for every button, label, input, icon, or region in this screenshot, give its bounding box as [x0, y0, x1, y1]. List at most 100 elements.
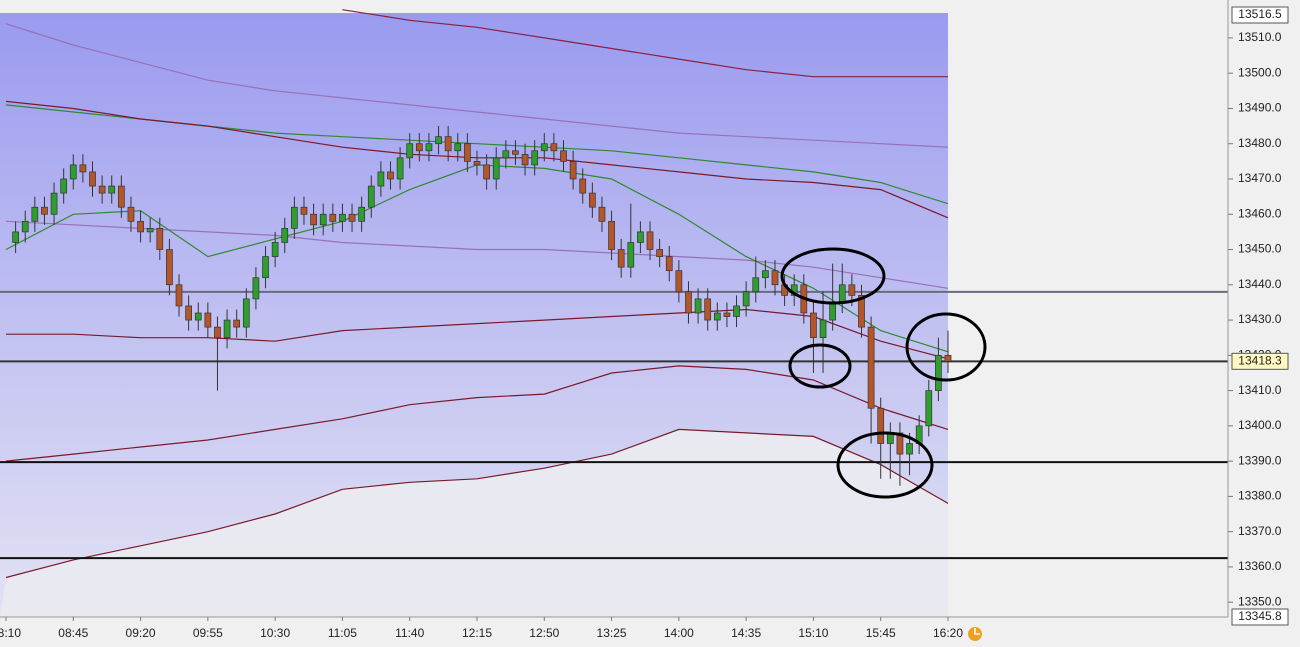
candle-body [502, 150, 510, 159]
candle-body [685, 291, 692, 314]
candle-body [598, 206, 606, 222]
candle-body [146, 228, 154, 233]
candle-body [60, 178, 68, 194]
candle-body [444, 136, 452, 152]
annotations [780, 247, 987, 499]
candle-body [492, 157, 500, 180]
x-tick-label: 16:20 [933, 626, 963, 640]
clock-hands [974, 628, 980, 635]
candle-body [41, 206, 48, 215]
candle-body [521, 153, 529, 166]
x-tick-label: 12:15 [462, 626, 492, 640]
candle-body [194, 312, 202, 321]
y-tick-label: 13460.0 [1238, 206, 1282, 220]
candle-body [329, 213, 337, 222]
band-below [0, 429, 948, 617]
candle-body [31, 206, 39, 222]
x-tick-label: 11:05 [328, 626, 357, 640]
candle-body [752, 277, 760, 293]
candle-body [588, 192, 596, 208]
candle-body [560, 150, 567, 162]
candle-body [935, 354, 942, 391]
candle-body [617, 249, 625, 268]
candle-body [21, 220, 29, 233]
y-tick-label: 13430.0 [1238, 312, 1282, 326]
y-tick-label: 13510.0 [1238, 30, 1282, 44]
y-min-label-box [1231, 608, 1289, 626]
candle-body [704, 298, 712, 321]
candle-body [319, 213, 327, 226]
candle-body [762, 270, 769, 279]
candle-body [214, 326, 221, 339]
candle-body [810, 312, 817, 339]
y-tick-label: 13410.0 [1238, 383, 1282, 397]
candle-body [771, 270, 779, 286]
candle-body [358, 206, 366, 222]
candle-body [867, 326, 875, 409]
y-tick-label: 13470.0 [1238, 171, 1282, 185]
y-max-label: 13516.5 [1238, 7, 1282, 21]
candle-body [175, 284, 183, 307]
candle-body [483, 164, 490, 180]
indicator-line [5, 365, 949, 462]
candle-body [944, 354, 952, 362]
candle-body [281, 228, 289, 243]
indicator-line [5, 23, 949, 148]
candle-body [233, 319, 241, 328]
candle-body [89, 171, 96, 187]
indicator-line [342, 9, 948, 78]
plot [0, 9, 1228, 617]
x-tick-label: 11:40 [395, 626, 424, 640]
candle-body [646, 231, 654, 250]
candle-body [262, 256, 269, 279]
candle-body [69, 164, 77, 180]
x-tick-label: 08:10 [0, 626, 21, 640]
candle-body [569, 161, 577, 180]
candle-body [877, 407, 885, 444]
candle-body [117, 185, 125, 208]
annotation-ellipse [780, 247, 886, 305]
y-tick-label: 13390.0 [1238, 453, 1282, 467]
candle-body [829, 302, 837, 321]
candle-body [665, 256, 673, 272]
y-tick-label: 13450.0 [1238, 242, 1282, 256]
candle-body [838, 284, 846, 303]
y-tick-label: 13400.0 [1238, 418, 1282, 432]
candle-body [204, 312, 212, 328]
candle-body [473, 161, 481, 166]
x-tick-label: 09:20 [126, 626, 156, 640]
y-tick-label: 13480.0 [1238, 136, 1282, 150]
x-tick-label: 08:45 [58, 626, 88, 640]
candle-body [550, 143, 558, 152]
candle-body [512, 150, 519, 155]
candle-body [79, 164, 87, 173]
candle-body [819, 319, 827, 339]
y-tick-label: 13440.0 [1238, 277, 1282, 291]
candle-body [694, 298, 702, 314]
x-tick-label: 15:45 [866, 626, 896, 640]
candle-body [252, 277, 260, 300]
candle-body [925, 390, 933, 427]
annotation-ellipse [836, 431, 934, 499]
candle-body [396, 157, 404, 180]
last-price-label-box [1231, 352, 1289, 370]
candle-body [608, 220, 615, 250]
candle-body [848, 284, 856, 296]
y-tick-label: 13380.0 [1238, 489, 1282, 503]
x-tick-label: 09:55 [193, 626, 223, 640]
axes: 13350.0 13360.0 13370.0 13380.0 13390.0 13400… [0, 6, 1289, 640]
candle-body [637, 231, 644, 243]
y-min-label: 13345.8 [1238, 609, 1282, 623]
candle-body [858, 295, 865, 328]
candle-body [300, 206, 308, 215]
candle-body [425, 143, 433, 152]
candle-body [415, 143, 423, 152]
candle-body [742, 291, 750, 307]
candle-body [435, 136, 442, 145]
candle-body [906, 443, 913, 455]
candle-body [310, 213, 317, 226]
candle-body [406, 143, 414, 159]
y-tick-label: 13360.0 [1238, 559, 1282, 573]
